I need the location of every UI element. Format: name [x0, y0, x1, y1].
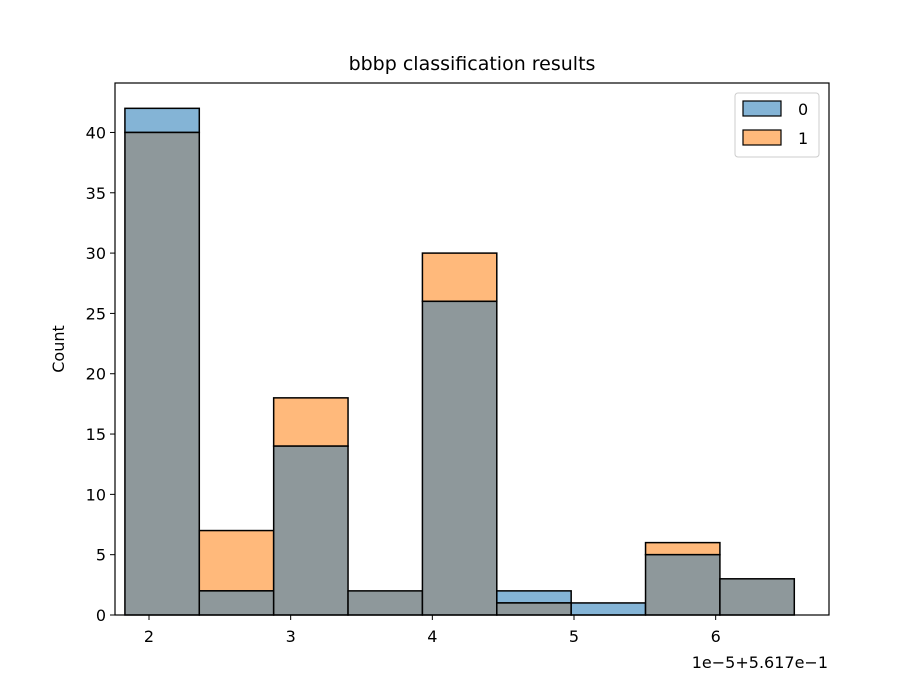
y-tick-label: 15: [86, 425, 106, 444]
bar-overlap-5: [496, 602, 572, 616]
y-tick-label: 25: [86, 304, 106, 323]
x-tick-label: 5: [569, 627, 579, 646]
bar-excess-0-6: [570, 602, 647, 616]
y-tick-label: 35: [86, 184, 106, 203]
x-axis-offset-label: 1e−5+5.617e−1: [692, 653, 828, 672]
x-tick-label: 3: [286, 627, 296, 646]
bar-excess-1-2: [272, 397, 349, 447]
bar-overlap-8: [719, 578, 796, 616]
x-tick-label: 6: [711, 627, 721, 646]
bar-overlap-0: [124, 131, 201, 616]
bar-overlap-7: [644, 553, 721, 616]
bar-excess-1-4: [421, 252, 498, 303]
legend-label-0: 0: [798, 100, 808, 119]
y-tick-label: 5: [96, 546, 106, 565]
y-tick-label: 20: [86, 365, 106, 384]
legend: 01: [734, 92, 820, 158]
x-tick-label: 4: [427, 627, 437, 646]
bar-excess-1-7: [644, 541, 721, 556]
y-tick-label: 10: [86, 485, 106, 504]
y-tick-label: 40: [86, 123, 106, 142]
y-tick-label: 0: [96, 606, 106, 625]
bar-excess-0-0: [124, 107, 201, 134]
legend-swatch-1: [742, 129, 782, 146]
bar-excess-0-5: [496, 590, 572, 604]
x-tick-label: 2: [144, 627, 154, 646]
bar-overlap-3: [347, 590, 424, 616]
bar-overlap-4: [421, 300, 498, 616]
plot-frame: [114, 82, 830, 616]
y-axis-label: Count: [49, 325, 68, 373]
legend-swatch-0: [742, 100, 782, 117]
legend-label-1: 1: [798, 129, 808, 148]
bars-layer: [124, 107, 796, 616]
y-axis-ticks: 0 5 10 15 20 25 30 35 40: [86, 123, 115, 625]
chart-title: bbbp classification results: [349, 53, 596, 75]
bar-overlap-2: [272, 445, 349, 616]
bar-excess-1-1: [198, 529, 275, 592]
y-tick-label: 30: [86, 244, 106, 263]
x-axis-ticks: 2 3 4 5 6: [144, 615, 721, 646]
bar-overlap-1: [198, 590, 275, 616]
